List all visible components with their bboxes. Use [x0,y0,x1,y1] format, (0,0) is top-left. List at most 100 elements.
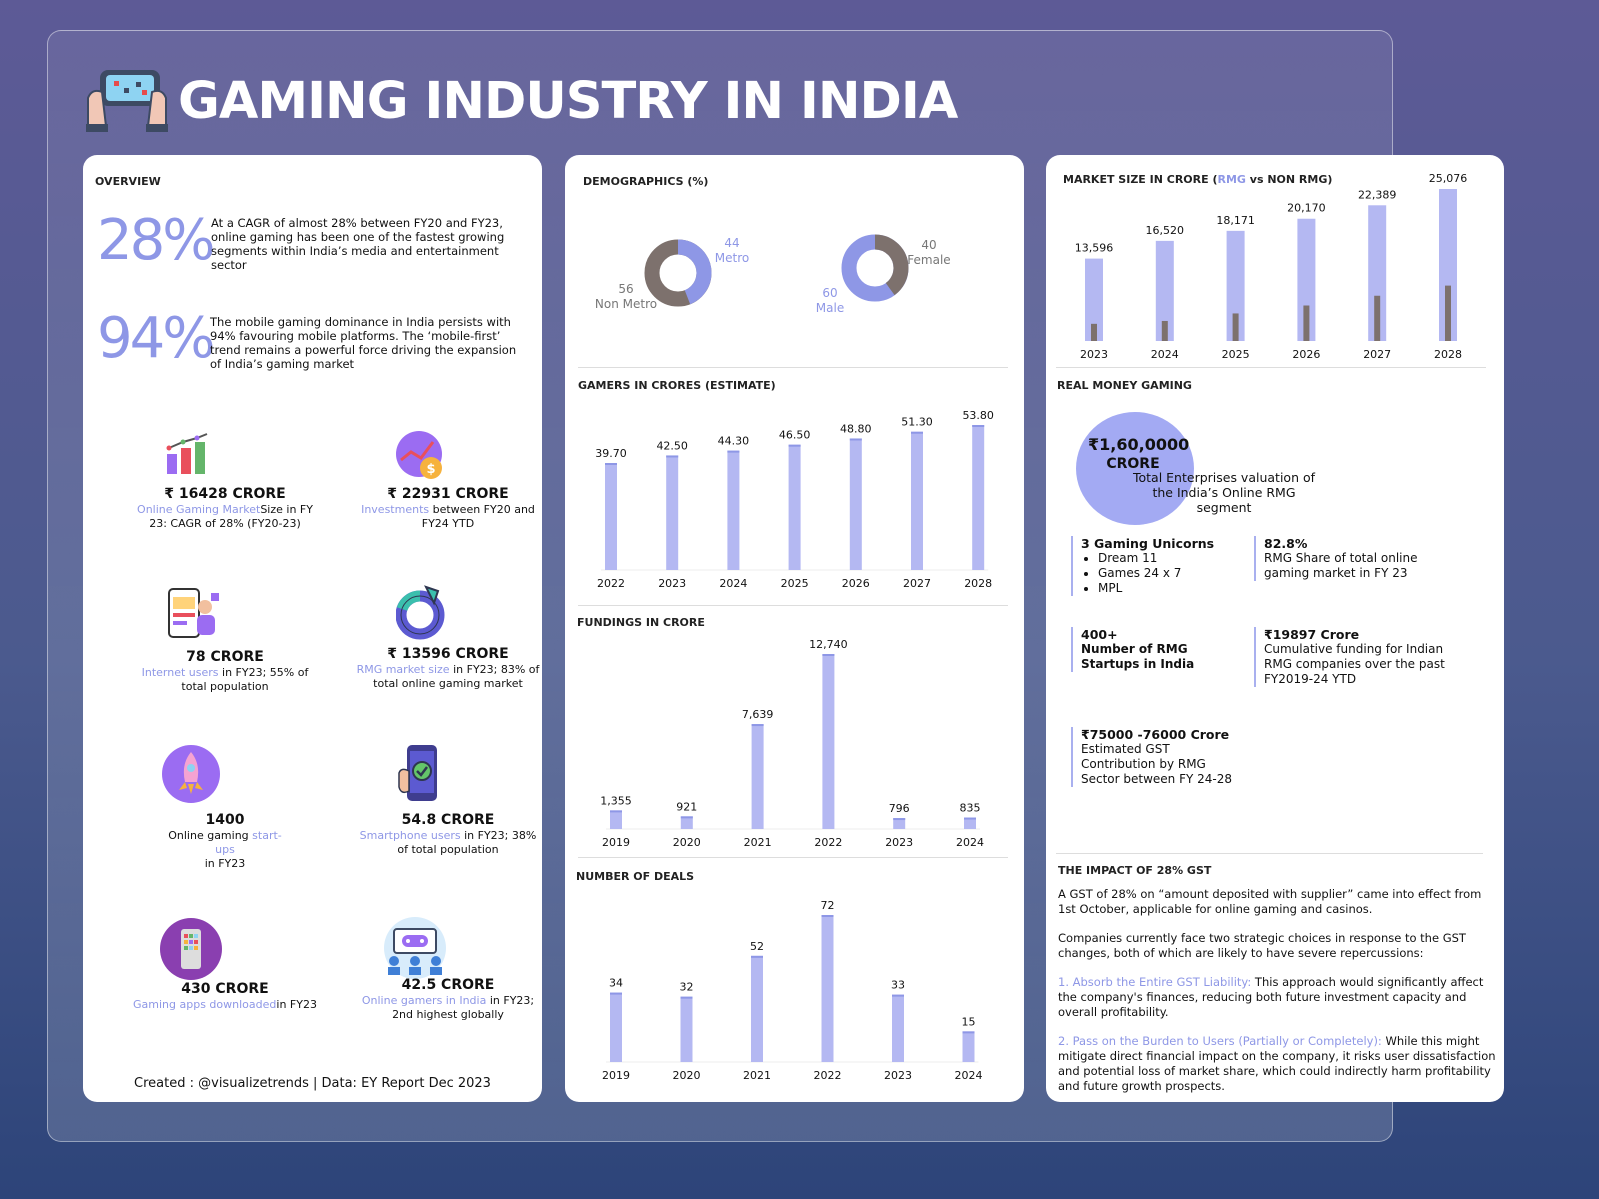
rmg-bar-2028 [1439,189,1457,341]
bar-cap-2024 [962,1031,975,1034]
bar-2019 [610,992,622,1062]
stat-value: 430 CRORE [181,981,269,997]
stat-highlight: Online Gaming Market [137,503,261,516]
bar-2024 [962,1031,975,1062]
x-tick-2020: 2020 [673,1069,701,1082]
metro-donut-slice-main [644,239,712,307]
stat-text: Size in FY 23: CAGR of 28% (FY20-23) [149,503,313,530]
gst-para-1: A GST of 28% on “amount deposited with s… [1058,887,1482,916]
stat-highlight: RMG market size [356,663,450,676]
bar-cap-2023 [892,994,904,997]
investment-icon: $ [396,431,442,479]
market-size-chart: 13,596 2023 16,520 2024 18,171 2025 20,170 2026… [1075,172,1468,361]
bar-2024 [964,817,976,829]
data-label-2024: 835 [960,802,981,815]
rmg-bar-2025 [1226,230,1245,341]
gst-para-2: Companies currently face two strategic c… [1058,931,1466,960]
x-tick-2025: 2025 [781,577,809,590]
bar-cap-2028 [972,425,985,427]
bar-cap-2021 [751,724,764,727]
stat-highlight: Internet users [141,666,219,679]
share-block: 82.8% RMG Share of total online gaming ma… [1254,536,1444,581]
stat-text: between FY20 and FY24 YTD [421,503,535,530]
non-rmg-bar-2025 [1232,313,1239,341]
bar-2021 [751,955,763,1062]
funding-block: ₹19897 Crore Cumulative funding for India… [1254,627,1454,687]
market-card: MARKET SIZE IN CRORE (RMG vs NON RMG) 13… [1046,155,1504,1102]
cagr-big-number: 28% [97,208,215,273]
stat-value: ₹ 22931 CRORE [387,486,509,502]
stat-text: Online gaming [168,829,253,842]
metro-label: Metro [715,251,749,265]
bar-2020 [680,996,693,1062]
stat-6: 54.8 CRORE Smartphone users in FY23; 38% … [353,813,543,857]
non-rmg-bar-2024 [1161,320,1168,341]
x-tick-2028: 2028 [964,577,992,590]
bar-2023 [666,455,679,570]
data-label-2022: 39.70 [595,447,627,460]
x-tick-2023: 2023 [884,1069,912,1082]
bar-cap-2026 [849,438,862,441]
x-tick-2023: 2023 [1080,348,1108,361]
data-label-2023: 33 [891,979,905,992]
donut-icon [396,585,445,640]
divider [1056,853,1483,854]
gamers-heading: GAMERS IN CRORES (ESTIMATE) [578,379,776,392]
x-tick-2019: 2019 [602,836,630,849]
gender-donut-slice-main [841,234,909,302]
stat-text: in FY23 [276,998,317,1011]
bar-chart-icon [166,433,208,474]
unicorn-item: MPL [1098,581,1231,596]
startups-block: 400+ Number of RMG Startups in India [1071,627,1221,672]
stat-highlight: Smartphone users [359,829,461,842]
mobile-big-number: 94% [97,306,215,371]
female-label: Female [907,253,950,267]
data-label-2020: 921 [676,800,697,813]
female-value: 40 [921,238,936,252]
x-tick-2022: 2022 [814,1069,842,1082]
x-tick-2027: 2027 [903,577,931,590]
divider [1056,367,1486,368]
rmg-bar-2024 [1155,240,1174,341]
stat-value: ₹ 16428 CRORE [164,486,286,502]
data-label-2024: 16,520 [1146,224,1185,237]
non-rmg-bar-2023 [1091,323,1097,341]
bar-cap-2019 [610,992,622,995]
bar-2022 [822,654,835,829]
x-tick-2022: 2022 [597,577,625,590]
unicorn-item: Games 24 x 7 [1098,566,1231,581]
data-label-2023: 796 [889,802,910,815]
stat-text: in FY23 [204,857,246,870]
valuation-circle [1076,412,1194,525]
bar-cap-2024 [964,817,976,820]
unicorns-block: 3 Gaming Unicorns Dream 11Games 24 x 7MP… [1071,536,1231,596]
x-tick-2023: 2023 [658,577,686,590]
bar-2023 [893,818,906,829]
rmg-bar-2027 [1368,205,1387,341]
credit-text: Created : @visualizetrends | Data: EY Re… [134,1076,491,1091]
data-label-2022: 72 [821,899,835,912]
male-label: Male [816,301,844,315]
non-metro-label: Non Metro [595,297,657,311]
data-label-2028: 25,076 [1429,172,1468,185]
stat-7: 430 CRORE Gaming apps downloadedin FY23 [130,982,320,1012]
x-tick-2028: 2028 [1434,348,1462,361]
gst-estimate-block: ₹75000 -76000 Crore Estimated GST Contrib… [1071,727,1241,787]
bar-cap-2022 [822,654,835,656]
unicorn-item: Dream 11 [1098,551,1231,566]
x-tick-2024: 2024 [719,577,747,590]
divider [578,605,1008,606]
x-tick-2024: 2024 [1151,348,1179,361]
data-label-2027: 51.30 [901,416,933,429]
data-label-2023: 13,596 [1075,242,1114,255]
smartphone-icon [398,745,437,801]
bar-2022 [821,915,834,1062]
non-metro-value: 56 [618,282,633,296]
bar-cap-2024 [727,450,740,453]
x-tick-2027: 2027 [1363,348,1391,361]
bar-2021 [751,724,764,829]
x-tick-2026: 2026 [842,577,870,590]
x-tick-2023: 2023 [885,836,913,849]
bar-cap-2020 [680,816,693,819]
